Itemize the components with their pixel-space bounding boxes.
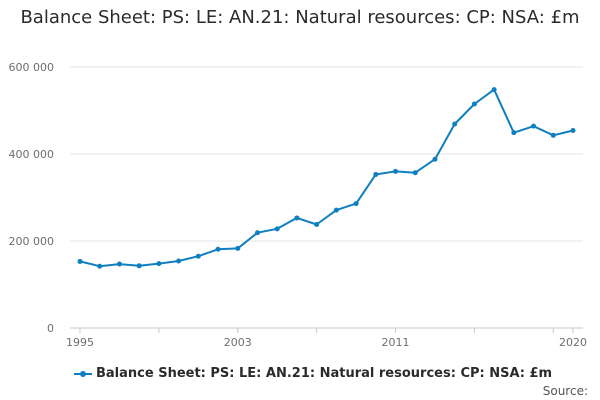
y-tick-label: 200 000 [9, 235, 55, 248]
x-tick-label: 1995 [66, 336, 94, 349]
series-line [79, 88, 574, 268]
data-point[interactable] [136, 263, 142, 269]
data-point[interactable] [412, 170, 418, 176]
y-tick-label: 0 [47, 322, 54, 335]
data-point[interactable] [550, 132, 556, 138]
x-tick-label: 2011 [382, 336, 410, 349]
y-tick-label: 400 000 [9, 148, 55, 161]
data-point[interactable] [314, 221, 320, 227]
data-point[interactable] [235, 245, 241, 251]
data-point[interactable] [452, 121, 458, 127]
series-layer [77, 87, 576, 269]
data-point[interactable] [97, 263, 103, 269]
data-point[interactable] [373, 171, 379, 177]
data-point[interactable] [176, 258, 182, 264]
data-point[interactable] [333, 207, 339, 213]
data-point[interactable] [116, 261, 122, 267]
data-point[interactable] [274, 226, 280, 232]
data-point[interactable] [215, 246, 221, 252]
gridlines [70, 66, 583, 242]
data-point[interactable] [156, 261, 162, 267]
data-point[interactable] [531, 123, 537, 129]
x-tick-label: 2020 [559, 336, 587, 349]
y-tick-label: 600 000 [9, 61, 55, 74]
legend-line-marker-icon [74, 368, 92, 380]
x-tick-label: 2003 [224, 336, 252, 349]
data-point[interactable] [353, 201, 359, 207]
data-point[interactable] [254, 230, 260, 236]
data-point[interactable] [294, 215, 300, 221]
source-label: Source: [542, 384, 588, 398]
data-point[interactable] [77, 258, 83, 264]
data-point[interactable] [491, 87, 497, 93]
legend-label: Balance Sheet: PS: LE: AN.21: Natural re… [96, 366, 553, 381]
chart-title: Balance Sheet: PS: LE: AN.21: Natural re… [20, 7, 580, 28]
data-point[interactable] [570, 128, 576, 134]
axes: 0 200 000 400 000 600 000 1995 2003 2011 2020 [9, 61, 588, 349]
data-point[interactable] [393, 168, 399, 174]
data-point[interactable] [511, 130, 517, 136]
data-point[interactable] [432, 156, 438, 162]
data-point[interactable] [195, 253, 201, 259]
data-point[interactable] [471, 101, 477, 107]
legend[interactable]: Balance Sheet: PS: LE: AN.21: Natural re… [74, 366, 552, 381]
